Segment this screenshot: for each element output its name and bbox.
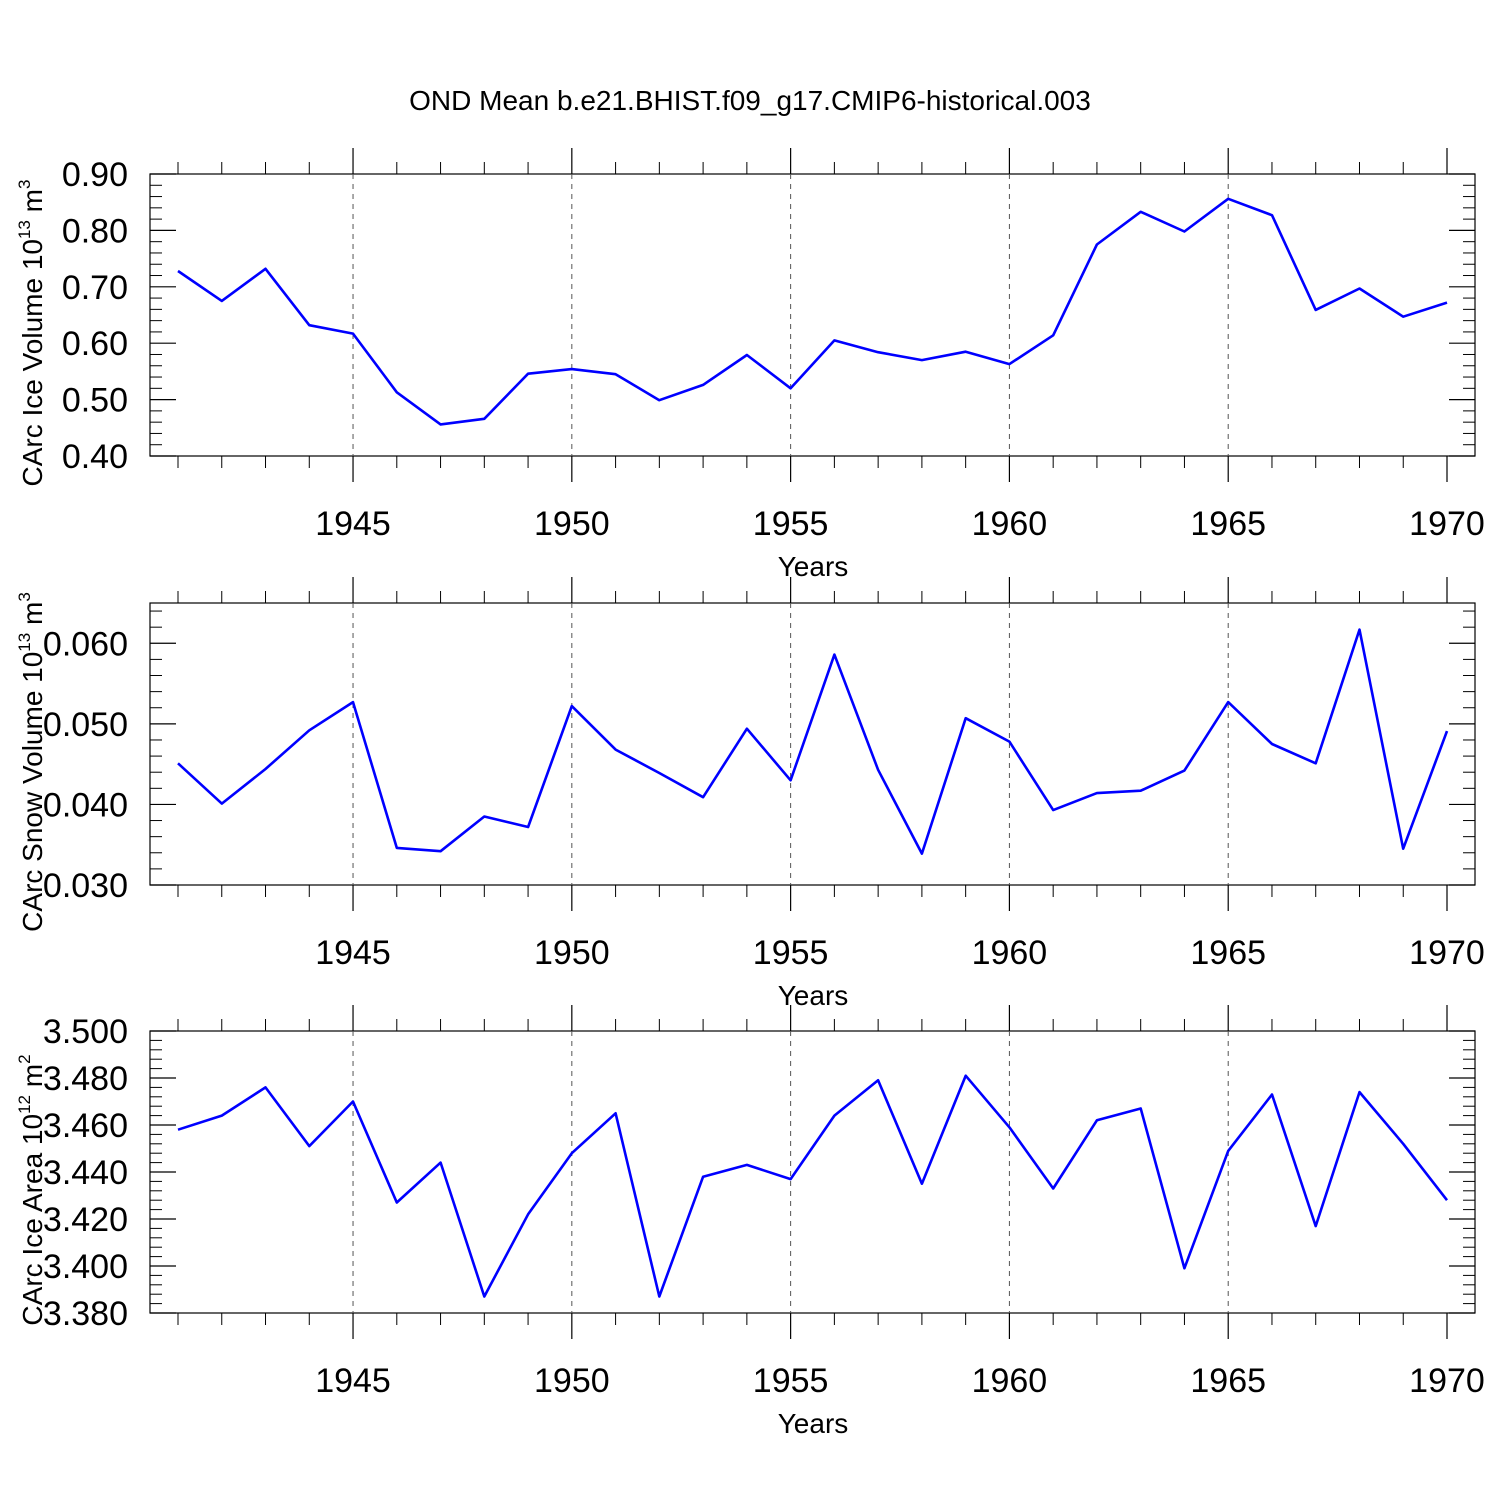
x-tick-label: 1955 [753, 505, 829, 543]
y-axis-label-superscript: 13 [15, 633, 34, 652]
y-axis-label-superscript: 3 [15, 180, 34, 189]
x-tick-label: 1970 [1409, 1362, 1485, 1400]
y-tick-label: 0.050 [43, 706, 128, 744]
y-tick-label: 0.030 [43, 867, 128, 905]
y-axis-label-part: m [17, 602, 48, 633]
x-tick-label: 1965 [1190, 934, 1266, 972]
y-axis-label-superscript: 3 [15, 592, 34, 601]
x-tick-label: 1955 [753, 1362, 829, 1400]
chart-panels: 1945 1950 1955 1960 1965 1970 0.40 0.50 0.60 0.70… [15, 148, 1485, 1439]
y-axis-label-superscript: 12 [15, 1095, 34, 1114]
data-series-line [177, 1074, 1449, 1298]
x-tick-label: 1950 [534, 1362, 610, 1400]
x-tick-label: 1965 [1190, 505, 1266, 543]
y-tick-label: 3.460 [43, 1107, 128, 1145]
x-tick-label: 1970 [1409, 505, 1485, 543]
y-axis-label-part: m [17, 189, 48, 220]
y-tick-label: 0.60 [62, 325, 128, 363]
x-tick-label: 1950 [534, 505, 610, 543]
y-axis-label-part: CArc Ice Volume 10 [17, 239, 48, 486]
y-tick-label: 3.380 [43, 1295, 128, 1333]
plot-frame [149, 173, 1476, 457]
y-tick-label: 0.040 [43, 786, 128, 824]
x-axis-label: Years [778, 551, 849, 582]
y-axis-label-superscript: 13 [15, 220, 34, 239]
x-tick-label: 1950 [534, 934, 610, 972]
y-axis-label-part: CArc Snow Volume 10 [17, 652, 48, 932]
chart-panel-1: 1945 1950 1955 1960 1965 1970 0.40 0.50 0.60 0.70… [15, 148, 1485, 582]
plot-frame [149, 602, 1476, 886]
y-tick-label: 3.500 [43, 1013, 128, 1051]
x-tick-label: 1960 [972, 934, 1048, 972]
y-tick-label: 0.90 [62, 156, 128, 194]
x-tick-label: 1965 [1190, 1362, 1266, 1400]
y-axis-label: CArc Ice Volume 1013 m3 [15, 180, 48, 487]
y-tick-label: 3.480 [43, 1060, 128, 1098]
data-series-line [177, 197, 1448, 426]
y-tick-label: 3.440 [43, 1154, 128, 1192]
y-axis-label-part: m [17, 1064, 48, 1095]
y-tick-label: 3.420 [43, 1201, 128, 1239]
y-tick-label: 0.50 [62, 382, 128, 420]
y-tick-label: 0.060 [43, 625, 128, 663]
x-tick-label: 1945 [315, 505, 391, 543]
y-axis-label-part: CArc Ice Area 10 [17, 1114, 48, 1326]
y-tick-label: 0.40 [62, 438, 128, 476]
y-tick-label: 0.80 [62, 212, 128, 250]
x-tick-label: 1955 [753, 934, 829, 972]
y-tick-label: 3.400 [43, 1248, 128, 1286]
x-axis-label: Years [778, 1408, 849, 1439]
y-axis-label-superscript: 2 [15, 1054, 34, 1063]
y-axis-label: CArc Ice Area 1012 m2 [15, 1054, 48, 1325]
chart-panel-3: 1945 1950 1955 1960 1965 1970 3.380 3.400 3.420 3… [15, 1005, 1485, 1439]
x-tick-label: 1970 [1409, 934, 1485, 972]
y-tick-label: 0.70 [62, 269, 128, 307]
data-series-line [177, 628, 1449, 855]
x-axis-label: Years [778, 980, 849, 1011]
figure-title: OND Mean b.e21.BHIST.f09_g17.CMIP6-histo… [409, 85, 1091, 116]
x-tick-label: 1960 [972, 1362, 1048, 1400]
plot-frame [149, 1030, 1476, 1314]
x-tick-label: 1960 [972, 505, 1048, 543]
x-tick-label: 1945 [315, 934, 391, 972]
y-axis-label: CArc Snow Volume 1013 m3 [15, 592, 48, 932]
x-tick-label: 1945 [315, 1362, 391, 1400]
chart-panel-2: 1945 1950 1955 1960 1965 1970 0.030 0.040 0.050 0… [15, 577, 1485, 1011]
